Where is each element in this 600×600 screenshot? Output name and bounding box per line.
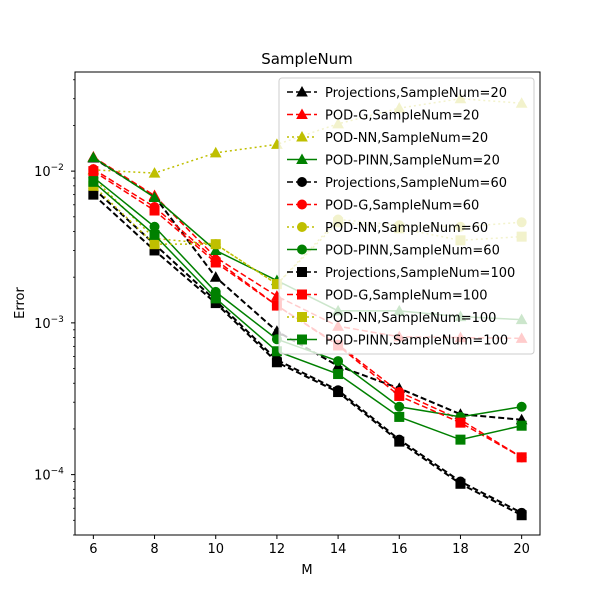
legend-marker [297,177,307,187]
data-point [333,387,344,398]
legend-label: POD-G,SampleNum=100 [325,289,488,304]
x-tick-label: 10 [207,542,224,557]
legend-item: Projections,SampleNum=20 [287,85,507,101]
legend-item: POD-PINN,SampleNum=100 [287,334,508,349]
x-axis-label: M [301,563,312,578]
legend-marker [297,199,307,210]
data-point [455,417,466,428]
data-point [88,166,99,177]
data-point [455,478,466,489]
x-tick-label: 8 [150,542,158,557]
data-point [516,401,527,412]
y-axis: 10−4 10−3 10−2 [34,79,75,536]
legend-item: POD-NN,SampleNum=20 [287,130,488,146]
legend-label: POD-G,SampleNum=60 [325,199,479,214]
series-line [92,187,523,514]
data-point [149,229,160,240]
data-point [210,257,221,268]
data-point [516,420,527,431]
legend-marker [297,334,307,345]
data-point [88,189,99,200]
legend-item: POD-PINN,SampleNum=60 [287,244,500,259]
data-point [209,271,222,282]
legend-label: POD-NN,SampleNum=20 [325,131,488,146]
data-point [333,369,344,380]
data-point [87,151,100,162]
legend-item: POD-G,SampleNum=60 [287,199,479,214]
series-line [92,193,523,517]
legend-item: Projections,SampleNum=100 [287,266,515,281]
legend-label: POD-G,SampleNum=20 [325,109,479,124]
legend-item: Projections,SampleNum=60 [287,176,507,191]
data-point [394,436,405,447]
legend-label: Projections,SampleNum=60 [325,176,507,191]
plot-frame [74,71,541,536]
legend-marker [297,289,307,300]
data-point [455,434,466,445]
x-axis: 6 8 10 12 14 16 18 20 [89,535,530,557]
y-tick-label: 10−2 [34,163,64,180]
chart-title: SampleNum [261,50,353,68]
legend-label: POD-PINN,SampleNum=20 [325,154,500,169]
data-point [394,411,405,422]
data-point [210,239,221,250]
x-tick-label: 14 [330,542,347,557]
x-tick-label: 12 [269,542,286,557]
legend-marker [297,244,307,255]
x-tick-label: 16 [391,542,408,557]
data-point [209,244,222,255]
data-point [394,401,405,412]
legend-box [278,77,535,355]
series-11 [88,176,527,445]
legend-item: POD-G,SampleNum=100 [287,289,488,304]
legend-label: Projections,SampleNum=20 [325,86,507,101]
legend-label: Projections,SampleNum=100 [325,266,515,281]
x-tick-label: 20 [513,542,530,557]
legend-marker [297,267,307,277]
legend: Projections,SampleNum=20 POD-G,SampleNum=… [278,77,535,355]
x-tick-label: 6 [89,542,97,557]
legend-item: POD-G,SampleNum=20 [287,108,479,124]
legend-item: POD-NN,SampleNum=100 [287,311,496,326]
legend-item: POD-NN,SampleNum=60 [287,221,488,236]
legend-label: POD-PINN,SampleNum=100 [325,334,508,349]
legend-marker [296,85,308,97]
series-line [92,181,522,441]
data-point [209,146,222,158]
data-point [516,452,527,463]
data-point [394,390,405,401]
data-point [333,356,344,367]
y-tick-label: 10−4 [34,467,64,484]
data-point [148,167,161,178]
legend-item: POD-PINN,SampleNum=20 [287,153,500,169]
legend-marker [297,312,307,322]
legend-label: POD-PINN,SampleNum=60 [325,244,500,259]
x-tick-label: 18 [452,542,469,557]
data-point [210,293,221,304]
data-point [149,205,160,216]
legend-marker [296,130,308,142]
legend-marker [297,222,307,232]
data-point [149,239,160,250]
legend-marker [296,153,308,164]
legend-marker [296,108,308,119]
data-point [88,176,99,187]
legend-label: POD-NN,SampleNum=60 [325,221,488,236]
data-point [148,191,161,203]
y-tick-label: 10−3 [34,315,64,332]
y-axis-label: Error [13,287,28,319]
data-point [516,510,527,521]
legend-label: POD-NN,SampleNum=100 [325,311,496,326]
data-point [271,357,282,368]
